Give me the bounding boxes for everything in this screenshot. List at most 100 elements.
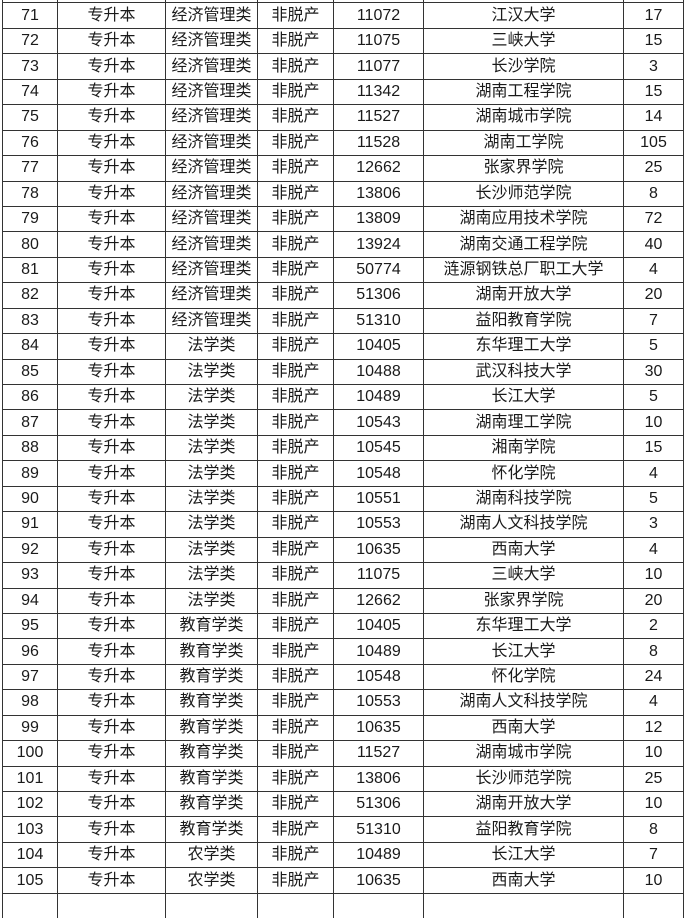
school-name-cell: 湖南开放大学 (423, 282, 624, 309)
category-cell: 经济管理类 (165, 53, 258, 80)
table-row: 84 专升本 法学类 非脱产 10405 东华理工大学 5 (2, 333, 684, 360)
school-code-cell: 11528 (333, 129, 424, 157)
school-name-cell: 东华理工大学 (423, 333, 624, 360)
row-number-cell: 83 (2, 307, 58, 335)
school-code-cell: 51310 (333, 816, 424, 843)
table-row: 100 专升本 教育学类 非脱产 11527 湖南城市学院 10 (2, 740, 684, 767)
category-cell: 法学类 (165, 333, 258, 360)
row-number-cell: 103 (2, 816, 58, 843)
row-number-cell: 104 (2, 841, 58, 869)
category-cell: 法学类 (165, 358, 258, 386)
category-cell: 经济管理类 (165, 282, 258, 309)
row-number-cell: 74 (2, 78, 58, 106)
school-code-cell: 10553 (333, 689, 424, 716)
category-cell: 法学类 (165, 383, 258, 411)
category-cell: 教育学类 (165, 638, 258, 665)
school-name-cell: 湖南城市学院 (423, 740, 624, 767)
school-code-cell: 13806 (333, 765, 424, 793)
category-cell: 教育学类 (165, 689, 258, 716)
study-mode-cell: 非脱产 (257, 562, 334, 589)
table-row: 94 专升本 法学类 非脱产 12662 张家界学院 20 (2, 587, 684, 614)
count-cell: 30 (623, 358, 684, 386)
table-row: 74 专升本 经济管理类 非脱产 11342 湖南工程学院 15 (2, 78, 684, 106)
school-code-cell: 13924 (333, 231, 424, 258)
study-mode-cell: 非脱产 (257, 536, 334, 564)
row-number-cell: 87 (2, 409, 58, 436)
school-name-cell: 湖南科技学院 (423, 485, 624, 513)
count-cell: 10 (623, 867, 684, 894)
table-row: 75 专升本 经济管理类 非脱产 11527 湖南城市学院 14 (2, 104, 684, 131)
level-cell: 专升本 (57, 78, 166, 106)
table-row: 98 专升本 教育学类 非脱产 10553 湖南人文科技学院 4 (2, 689, 684, 716)
school-name-cell: 长江大学 (423, 638, 624, 665)
row-number-cell: 98 (2, 689, 58, 716)
row-number-cell: 105 (2, 867, 58, 894)
row-number-cell: 100 (2, 740, 58, 767)
category-cell: 教育学类 (165, 714, 258, 742)
school-name-cell: 张家界学院 (423, 155, 624, 182)
clipped-row-bottom (2, 892, 684, 918)
count-cell: 105 (623, 129, 684, 157)
study-mode-cell: 非脱产 (257, 53, 334, 80)
table-row: 104 专升本 农学类 非脱产 10489 长江大学 7 (2, 841, 684, 869)
school-code-cell: 10635 (333, 867, 424, 894)
category-cell: 经济管理类 (165, 27, 258, 55)
level-cell: 专升本 (57, 562, 166, 589)
study-mode-cell: 非脱产 (257, 511, 334, 538)
table-row: 102 专升本 教育学类 非脱产 51306 湖南开放大学 10 (2, 790, 684, 818)
school-code-cell: 11072 (333, 2, 424, 29)
level-cell: 专升本 (57, 53, 166, 80)
level-cell: 专升本 (57, 638, 166, 665)
table-row: 101 专升本 教育学类 非脱产 13806 长沙师范学院 25 (2, 765, 684, 793)
category-cell: 经济管理类 (165, 231, 258, 258)
category-cell: 经济管理类 (165, 180, 258, 207)
category-cell: 法学类 (165, 485, 258, 513)
count-cell: 17 (623, 2, 684, 29)
row-number-cell: 99 (2, 714, 58, 742)
count-cell: 20 (623, 282, 684, 309)
count-cell: 8 (623, 816, 684, 843)
study-mode-cell: 非脱产 (257, 841, 334, 869)
table-row: 103 专升本 教育学类 非脱产 51310 益阳教育学院 8 (2, 816, 684, 843)
row-number-cell: 78 (2, 180, 58, 207)
study-mode-cell: 非脱产 (257, 612, 334, 640)
study-mode-cell: 非脱产 (257, 282, 334, 309)
level-cell: 专升本 (57, 104, 166, 131)
empty-cell (257, 892, 334, 918)
study-mode-cell: 非脱产 (257, 205, 334, 233)
school-name-cell: 西南大学 (423, 536, 624, 564)
row-number-cell: 90 (2, 485, 58, 513)
school-name-cell: 武汉科技大学 (423, 358, 624, 386)
row-number-cell: 79 (2, 205, 58, 233)
school-code-cell: 10489 (333, 638, 424, 665)
table-row: 97 专升本 教育学类 非脱产 10548 怀化学院 24 (2, 663, 684, 691)
category-cell: 法学类 (165, 587, 258, 614)
row-number-cell: 97 (2, 663, 58, 691)
study-mode-cell: 非脱产 (257, 256, 334, 284)
school-code-cell: 10551 (333, 485, 424, 513)
count-cell: 15 (623, 27, 684, 55)
row-number-cell: 93 (2, 562, 58, 589)
level-cell: 专升本 (57, 231, 166, 258)
category-cell: 法学类 (165, 511, 258, 538)
table-row: 87 专升本 法学类 非脱产 10543 湖南理工学院 10 (2, 409, 684, 436)
level-cell: 专升本 (57, 383, 166, 411)
level-cell: 专升本 (57, 867, 166, 894)
school-code-cell: 10553 (333, 511, 424, 538)
count-cell: 25 (623, 155, 684, 182)
school-name-cell: 西南大学 (423, 714, 624, 742)
school-code-cell: 50774 (333, 256, 424, 284)
school-name-cell: 长沙师范学院 (423, 180, 624, 207)
level-cell: 专升本 (57, 689, 166, 716)
level-cell: 专升本 (57, 587, 166, 614)
category-cell: 法学类 (165, 409, 258, 436)
school-code-cell: 51306 (333, 282, 424, 309)
study-mode-cell: 非脱产 (257, 383, 334, 411)
count-cell: 2 (623, 612, 684, 640)
row-number-cell: 96 (2, 638, 58, 665)
level-cell: 专升本 (57, 460, 166, 487)
count-cell: 5 (623, 383, 684, 411)
level-cell: 专升本 (57, 714, 166, 742)
table-row: 79 专升本 经济管理类 非脱产 13809 湖南应用技术学院 72 (2, 205, 684, 233)
